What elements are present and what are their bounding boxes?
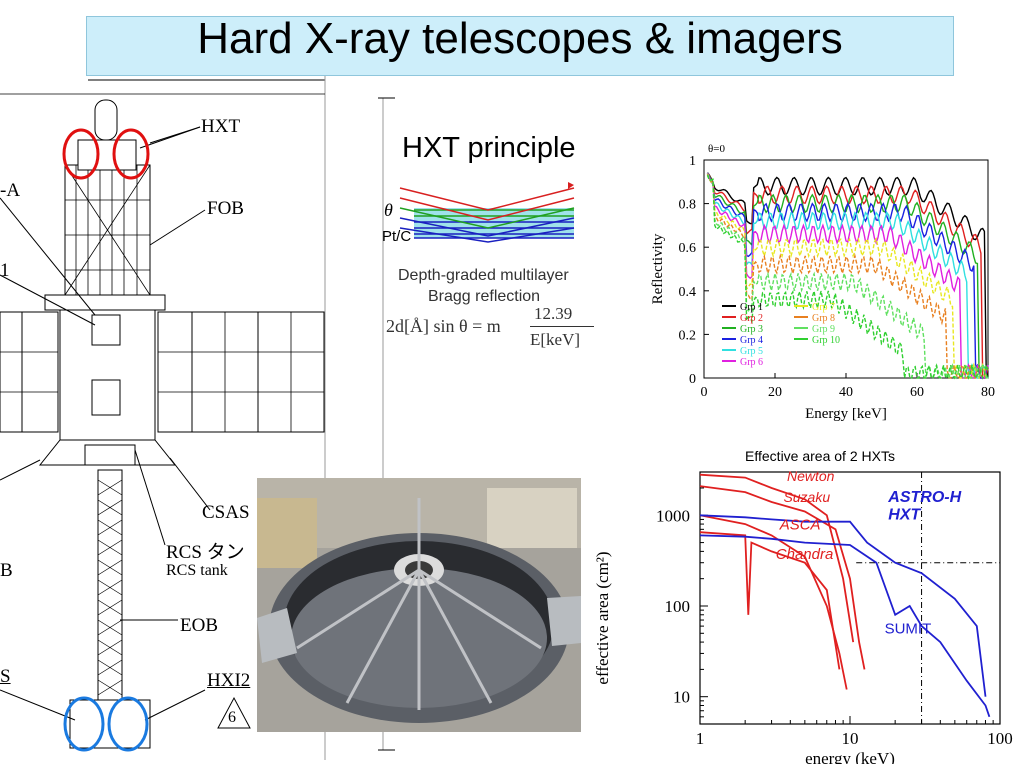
material-label: Pt/C — [382, 228, 412, 245]
label-left-1: 1 — [0, 260, 10, 281]
bragg-equation-denominator: E[keV] — [530, 330, 581, 349]
label-rcs-en: RCS tank — [166, 562, 228, 579]
x-tick-label: 100 — [987, 729, 1013, 748]
y-tick-label: 0.2 — [679, 328, 697, 343]
reflectivity-series-line — [706, 172, 989, 379]
y-tick-label: 0 — [689, 372, 696, 387]
legend-entry: Grp 9 — [812, 324, 835, 335]
reflectivity-series-line — [706, 173, 988, 379]
legend-entry: Grp 8 — [812, 313, 835, 324]
principle-caption-line2: Bragg reflection — [428, 288, 541, 305]
y-axis-label: effective area (cm²) — [593, 551, 612, 684]
principle-caption-line1: Depth-graded multilayer — [398, 267, 569, 284]
hxi-marker-right — [107, 696, 149, 752]
y-tick-label: 0.4 — [679, 285, 697, 300]
hxt-mirror-photo — [257, 478, 581, 732]
y-tick-label: 10 — [673, 688, 690, 707]
hxt-marker-right — [112, 128, 150, 180]
reflectivity-chart: 0 20 40 60 80 0 0.2 0.4 0.6 0.8 1 Energy [keV] Refle… — [650, 143, 995, 422]
effective-area-series-line — [699, 534, 991, 718]
effective-area-chart: Effective area of 2 HXTs 1 10 100 10 100 1000 e… — [593, 448, 1013, 764]
label-hxi2-number: 6 — [228, 709, 236, 726]
bragg-equation-numerator: 12.39 — [534, 304, 573, 323]
effective-area-plot-area — [699, 471, 1001, 725]
label-eob: EOB — [180, 615, 218, 636]
reflectivity-series-line — [706, 172, 989, 379]
label-rcs-jp: RCS タン — [166, 542, 245, 563]
series-label: Suzaku — [783, 489, 830, 505]
legend-entry: Grp 3 — [740, 324, 763, 335]
hxt-marker-left — [62, 128, 100, 180]
series-label: ASCA — [779, 516, 821, 533]
y-axis-label: Reflectivity — [650, 233, 666, 304]
reflectivity-series-line — [706, 172, 989, 379]
x-tick-label: 20 — [768, 385, 782, 400]
series-label: HXT — [888, 506, 921, 523]
legend-entry: Grp 4 — [740, 335, 763, 346]
legend-entry: Grp 10 — [812, 335, 840, 346]
label-hxi2: HXI2 — [207, 670, 251, 691]
series-label: Newton — [787, 468, 835, 484]
reflectivity-series-line — [706, 174, 989, 380]
label-left-a: -A — [0, 180, 21, 201]
x-tick-label: 1 — [696, 729, 705, 748]
effective-area-series-line — [699, 485, 866, 670]
reflectivity-series-line — [706, 174, 989, 380]
legend-entry: Grp 5 — [740, 346, 763, 357]
label-csas: CSAS — [202, 502, 250, 523]
series-label: SUMIT — [885, 620, 932, 637]
effective-area-series-line — [699, 473, 855, 643]
legend-entry: Grp 7 — [812, 302, 835, 313]
top-cut-label: θ=0 — [708, 143, 725, 155]
effective-area-series-line — [699, 531, 841, 670]
y-tick-label: 0.8 — [679, 198, 697, 213]
reflectivity-series-line — [706, 173, 989, 379]
principle-heading: HXT principle — [402, 132, 576, 164]
x-tick-label: 60 — [910, 385, 924, 400]
label-left-b: B — [0, 560, 13, 581]
x-axis-label: energy (keV) — [805, 749, 895, 764]
series-label: Chandra — [776, 546, 834, 563]
x-tick-label: 0 — [701, 385, 708, 400]
theta-symbol: θ — [384, 200, 393, 220]
title-banner — [86, 16, 954, 76]
effective-area-title: Effective area of 2 HXTs — [745, 448, 895, 464]
label-left-s: S — [0, 666, 11, 687]
y-tick-label: 0.6 — [679, 241, 697, 256]
label-fob: FOB — [207, 198, 244, 219]
legend-entry: Grp 1 — [740, 302, 763, 313]
x-tick-label: 10 — [842, 729, 859, 748]
reflectivity-series-line — [706, 172, 989, 377]
effective-area-series-line — [699, 514, 848, 690]
x-tick-label: 40 — [839, 385, 853, 400]
reflectivity-series-line — [706, 173, 989, 380]
multilayer-diagram — [399, 182, 575, 243]
bragg-fraction-bar — [530, 326, 594, 327]
hxi-marker-left — [63, 696, 105, 752]
spacecraft-diagram — [0, 75, 395, 760]
page-title: Hard X-ray telescopes & imagers — [197, 14, 843, 63]
x-tick-label: 80 — [981, 385, 995, 400]
legend-entry: Grp 2 — [740, 313, 763, 324]
x-axis-label: Energy [keV] — [805, 406, 887, 422]
effective-area-series-line — [699, 514, 987, 697]
y-tick-label: 100 — [665, 597, 691, 616]
legend-entry: Grp 6 — [740, 357, 763, 368]
series-label: ASTRO-H — [887, 489, 961, 506]
bragg-equation: 2d[Å] sin θ = m — [386, 316, 501, 336]
y-tick-label: 1 — [689, 154, 696, 169]
y-tick-label: 1000 — [656, 506, 690, 525]
label-hxt: HXT — [201, 116, 241, 137]
